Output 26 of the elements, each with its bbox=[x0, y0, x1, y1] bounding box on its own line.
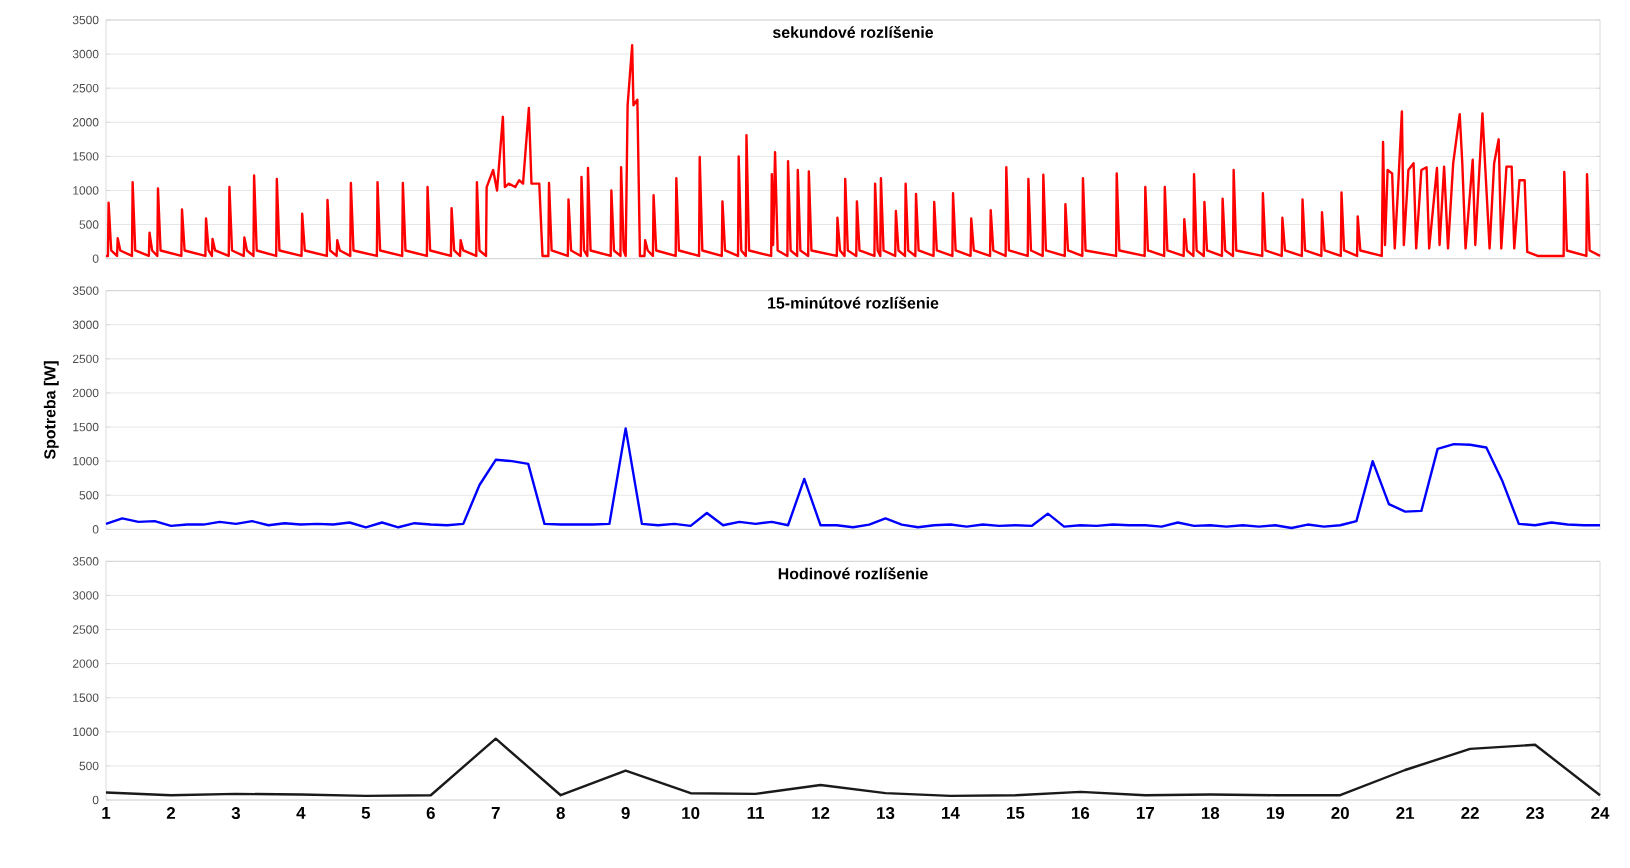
x-tick-label: 4 bbox=[296, 807, 306, 819]
x-tick-label: 19 bbox=[1266, 807, 1285, 820]
x-tick-label: 15 bbox=[1007, 807, 1025, 819]
x-tick-label: 21 bbox=[1396, 807, 1415, 819]
x-tick-label: 18 bbox=[1201, 807, 1220, 820]
line-series bbox=[104, 44, 1602, 258]
x-tick-label: 9 bbox=[621, 807, 630, 820]
x-tick-label: 2 bbox=[166, 807, 175, 819]
line-series bbox=[104, 737, 1602, 798]
x-tick-label: 6 bbox=[426, 807, 435, 820]
x-tick-label: 1 bbox=[102, 807, 111, 819]
x-tick-label: 14 bbox=[942, 807, 960, 819]
x-tick-label: 10 bbox=[682, 807, 700, 820]
x-tick-label: 24 bbox=[1591, 807, 1610, 819]
x-tick-label: 8 bbox=[556, 807, 565, 820]
x-tick-label: 3 bbox=[231, 807, 241, 820]
x-tick-label: 17 bbox=[1136, 807, 1154, 819]
x-tick-label: 22 bbox=[1461, 807, 1479, 819]
x-tick-label: 7 bbox=[491, 807, 500, 819]
x-tick-label: 20 bbox=[1331, 807, 1349, 820]
x-tick-label: 13 bbox=[877, 807, 895, 820]
x-tick-label: 11 bbox=[747, 807, 765, 819]
x-tick-label: 12 bbox=[812, 807, 830, 819]
x-tick-label: 23 bbox=[1526, 807, 1544, 820]
x-tick-label: 16 bbox=[1072, 807, 1090, 820]
x-tick-label: 5 bbox=[361, 807, 371, 819]
